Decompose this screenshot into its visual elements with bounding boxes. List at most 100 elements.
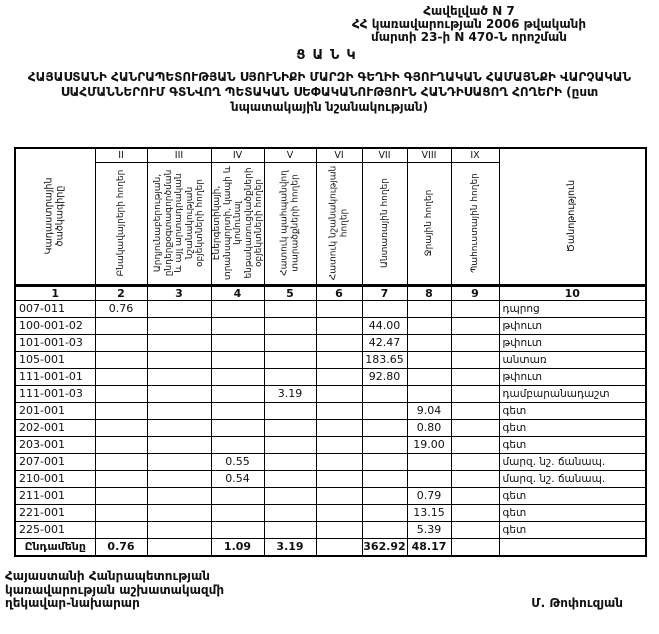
value-cell — [94, 503, 148, 522]
signatory-title-line: ղեկավար-նախարար — [5, 596, 140, 610]
value-cell — [361, 401, 408, 420]
value-cell — [146, 299, 212, 318]
corner-header-label: Կադաստրային ծածկագիրը — [43, 177, 66, 255]
value-cell — [406, 316, 452, 335]
value-cell — [315, 299, 363, 318]
value-cell — [315, 486, 363, 505]
value-cell — [210, 435, 265, 454]
value-cell — [94, 316, 148, 335]
value-cell — [406, 350, 452, 369]
table-row: 207-001 0.55 մարզ. նշ. ճանապ. — [14, 452, 647, 471]
value-cell — [94, 452, 148, 471]
value-cell: 0.54 — [210, 469, 265, 488]
total-row: Ընդամենը 0.76 1.09 3.19 362.92 48.17 — [14, 537, 647, 557]
value-cell — [94, 435, 148, 454]
cadastral-code-cell: 100-001-02 — [14, 316, 96, 335]
value-cell — [406, 384, 452, 403]
table-row: 111-001-01 92.80 թփուտ — [14, 367, 647, 386]
column-header-label: Հատուկ պահպանվող տարածքների հողեր — [279, 170, 301, 276]
value-cell — [450, 503, 500, 522]
value-cell — [94, 333, 148, 352]
value-cell — [450, 401, 500, 420]
value-cell — [450, 418, 500, 437]
value-cell — [146, 367, 212, 386]
note-cell: գետ — [498, 486, 647, 505]
column-number: 8 — [406, 283, 452, 301]
cadastral-code-cell: 211-001 — [14, 486, 96, 505]
cadastral-code-cell: 207-001 — [14, 452, 96, 471]
land-table: Կադաստրային ծածկագիրը II III IV V VI VII… — [14, 147, 647, 557]
note-cell: մարզ. նշ. ճանապ. — [498, 452, 647, 471]
value-cell — [315, 520, 363, 539]
column-header-label: Էներգետիկայի, տրանսպորտի, կապի և կոմունա… — [211, 165, 264, 281]
signatory-title-line: Հայաստանի Հանրապետության — [5, 569, 210, 583]
value-cell: 0.55 — [210, 452, 265, 471]
value-cell — [146, 452, 212, 471]
value-cell — [94, 418, 148, 437]
appendix-block: Հավելված N 7 ՀՀ կառավարության 2006 թվակա… — [304, 0, 634, 44]
value-cell — [450, 537, 500, 557]
roman-numeral: V — [263, 147, 317, 163]
value-cell: 0.76 — [94, 299, 148, 318]
roman-numeral: VIII — [406, 147, 452, 163]
value-cell — [146, 418, 212, 437]
value-cell — [146, 469, 212, 488]
value-cell — [315, 537, 363, 557]
column-number: 6 — [315, 283, 363, 301]
value-cell — [361, 384, 408, 403]
value-cell — [210, 367, 265, 386]
cadastral-code-cell: 105-001 — [14, 350, 96, 369]
appendix-line: մարտի 23-ի N 470-Ն որոշման — [370, 30, 567, 44]
column-header-cell: Արդյունաբերության, ընդերքօգտագործման և ա… — [146, 161, 212, 286]
value-cell — [315, 469, 363, 488]
subtitle-line: ՀԱՅԱՍՏԱՆԻ ՀԱՆՐԱՊԵՏՈՒԹՅԱՆ ՍՅՈՒՆԻՔԻ ՄԱՐԶԻ … — [27, 70, 632, 84]
value-cell — [450, 452, 500, 471]
value-cell — [210, 418, 265, 437]
value-cell — [450, 350, 500, 369]
appendix-line: Հավելված N 7 — [423, 4, 515, 18]
value-cell — [94, 350, 148, 369]
value-cell: 9.04 — [406, 401, 452, 420]
note-cell: գետ — [498, 418, 647, 437]
cadastral-code-cell: 201-001 — [14, 401, 96, 420]
value-cell — [406, 299, 452, 318]
note-cell — [498, 537, 647, 557]
signatory-title-block: Հայաստանի Հանրապետության կառավարության ա… — [5, 569, 224, 611]
value-cell: 48.17 — [406, 537, 452, 557]
value-cell — [315, 503, 363, 522]
value-cell — [361, 299, 408, 318]
column-header-cell: Հատուկ նշանակության հողեր — [315, 161, 363, 286]
table-row: 211-001 0.79 գետ — [14, 486, 647, 505]
value-cell — [361, 435, 408, 454]
column-header-label: Անտառային հողեր — [379, 178, 390, 268]
table-row: 111-001-03 3.19 դամբարանադաշտ — [14, 384, 647, 403]
table-row: 105-001 183.65 անտառ — [14, 350, 647, 369]
value-cell — [146, 503, 212, 522]
value-cell: 19.00 — [406, 435, 452, 454]
value-cell — [450, 316, 500, 335]
value-cell — [94, 520, 148, 539]
value-cell — [450, 520, 500, 539]
value-cell — [210, 503, 265, 522]
value-cell — [263, 299, 317, 318]
cadastral-code-cell: 007-011 — [14, 299, 96, 318]
value-cell: 5.39 — [406, 520, 452, 539]
value-cell — [263, 435, 317, 454]
value-cell — [146, 384, 212, 403]
note-cell: դամբարանադաշտ — [498, 384, 647, 403]
note-cell: գետ — [498, 503, 647, 522]
value-cell — [263, 503, 317, 522]
note-header-label: Ծանոթություն — [566, 180, 577, 253]
value-cell — [406, 333, 452, 352]
table-row: 201-001 9.04 գետ — [14, 401, 647, 420]
table-row: 225-001 5.39 գետ — [14, 520, 647, 539]
value-cell: 42.47 — [361, 333, 408, 352]
column-header-label: Հատուկ նշանակության հողեր — [328, 165, 350, 281]
value-cell — [210, 520, 265, 539]
value-cell: 362.92 — [361, 537, 408, 557]
value-cell — [146, 435, 212, 454]
subtitle-line: ՍԱՀՄԱՆՆԵՐՈՒՄ ԳՏՆՎՈՂ ՊԵՏԱԿԱՆ ՍԵՓԱԿԱՆՈՒԹՅՈ… — [60, 85, 599, 99]
value-cell — [315, 435, 363, 454]
value-cell — [315, 452, 363, 471]
column-number: 3 — [146, 283, 212, 301]
